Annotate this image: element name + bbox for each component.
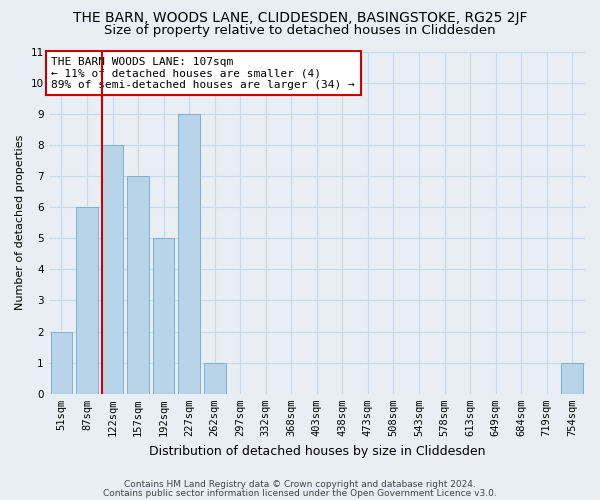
Bar xyxy=(153,238,175,394)
Bar xyxy=(127,176,149,394)
Text: THE BARN WOODS LANE: 107sqm
← 11% of detached houses are smaller (4)
89% of semi: THE BARN WOODS LANE: 107sqm ← 11% of det… xyxy=(52,56,355,90)
Bar xyxy=(76,207,98,394)
Bar xyxy=(178,114,200,394)
Text: THE BARN, WOODS LANE, CLIDDESDEN, BASINGSTOKE, RG25 2JF: THE BARN, WOODS LANE, CLIDDESDEN, BASING… xyxy=(73,11,527,25)
Bar xyxy=(50,332,72,394)
Bar xyxy=(562,362,583,394)
Text: Contains public sector information licensed under the Open Government Licence v3: Contains public sector information licen… xyxy=(103,489,497,498)
X-axis label: Distribution of detached houses by size in Cliddesden: Distribution of detached houses by size … xyxy=(149,444,485,458)
Text: Contains HM Land Registry data © Crown copyright and database right 2024.: Contains HM Land Registry data © Crown c… xyxy=(124,480,476,489)
Y-axis label: Number of detached properties: Number of detached properties xyxy=(15,135,25,310)
Text: Size of property relative to detached houses in Cliddesden: Size of property relative to detached ho… xyxy=(104,24,496,37)
Bar xyxy=(204,362,226,394)
Bar xyxy=(101,145,124,394)
